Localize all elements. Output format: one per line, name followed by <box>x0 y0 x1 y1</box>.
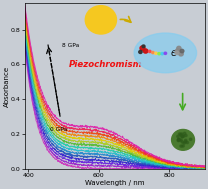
Text: Piezochromism: Piezochromism <box>69 60 143 69</box>
Text: $-$: $-$ <box>175 46 182 55</box>
Text: 8 GPa: 8 GPa <box>62 43 79 48</box>
Y-axis label: Absorbance: Absorbance <box>4 66 10 107</box>
Text: $e$: $e$ <box>170 48 177 58</box>
X-axis label: Wavelength / nm: Wavelength / nm <box>85 180 145 186</box>
Text: 0 GPa: 0 GPa <box>50 127 67 132</box>
